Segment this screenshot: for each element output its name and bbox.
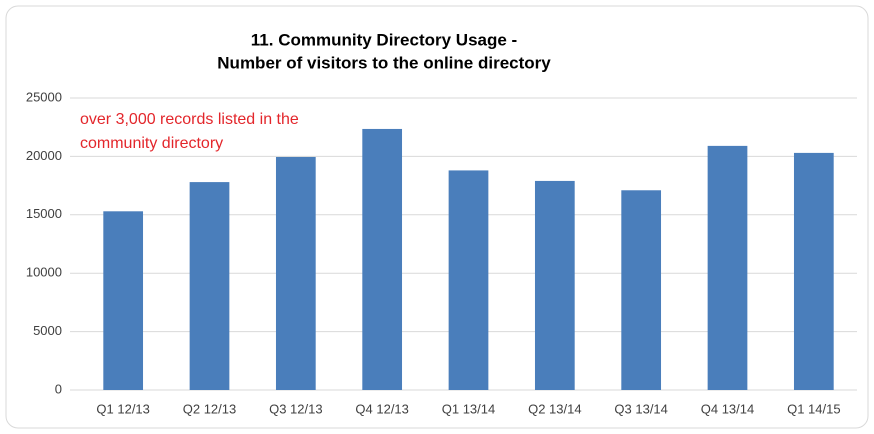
y-tick-label: 0 [55, 381, 62, 396]
x-tick-label: Q2 12/13 [183, 401, 237, 416]
y-tick-label: 5000 [33, 323, 62, 338]
x-tick-label: Q3 13/14 [614, 401, 668, 416]
y-tick-label: 20000 [26, 148, 62, 163]
bar [707, 145, 748, 390]
bar [621, 190, 662, 390]
chart-title: 11. Community Directory Usage - [251, 30, 517, 49]
x-tick-label: Q1 13/14 [442, 401, 496, 416]
chart-title: Number of visitors to the online directo… [217, 53, 551, 72]
annotation: community directory [80, 135, 223, 152]
x-tick-label: Q1 14/15 [787, 401, 841, 416]
annotation: over 3,000 records listed in the [80, 111, 299, 128]
y-tick-label: 10000 [26, 265, 62, 280]
x-tick-label: Q4 13/14 [701, 401, 755, 416]
x-tick-label: Q2 13/14 [528, 401, 582, 416]
bar [362, 128, 403, 390]
bar [189, 182, 230, 390]
x-tick-label: Q3 12/13 [269, 401, 323, 416]
y-tick-label: 15000 [26, 206, 62, 221]
x-tick-label: Q1 12/13 [96, 401, 150, 416]
y-tick-label: 25000 [26, 89, 62, 104]
bar [534, 180, 575, 390]
bar [275, 156, 316, 390]
x-tick-label: Q4 12/13 [355, 401, 409, 416]
bar [103, 211, 144, 390]
bar [793, 152, 834, 390]
bar [448, 170, 489, 390]
